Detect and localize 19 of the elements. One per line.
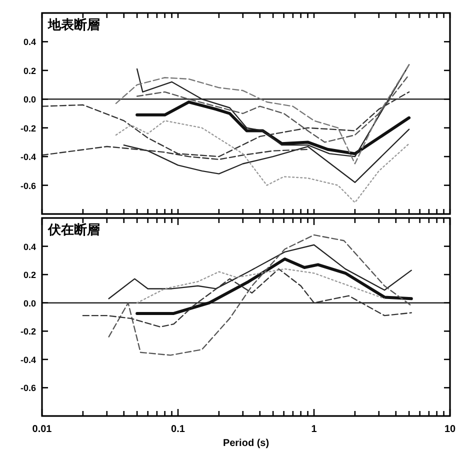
y-tick-label: 0.2 [23,66,36,76]
chart-title: 伏在断層 [47,222,100,237]
y-tick-label: -0.2 [20,326,36,337]
y-tick-label: -0.6 [20,383,36,394]
y-tick-label: 0.4 [23,242,36,252]
chart-title: 地表断層 [47,17,100,32]
y-tick-label: -0.2 [20,123,36,134]
y-tick-label: 0.0 [23,94,36,105]
y-tick-label: 0.4 [23,37,36,48]
x-tick-label: 0.01 [32,424,52,435]
y-tick-label: -0.4 [20,152,36,162]
y-tick-label: -0.4 [20,354,36,365]
y-tick-label: 0.2 [23,270,36,280]
x-tick-label: 10 [444,424,456,435]
x-tick-label: 1 [311,424,318,435]
x-tick-label: 0.1 [171,424,186,435]
x-axis-title: Period (s) [222,438,270,449]
y-tick-label: 0.0 [23,298,36,308]
y-tick-label: -0.6 [20,180,36,191]
